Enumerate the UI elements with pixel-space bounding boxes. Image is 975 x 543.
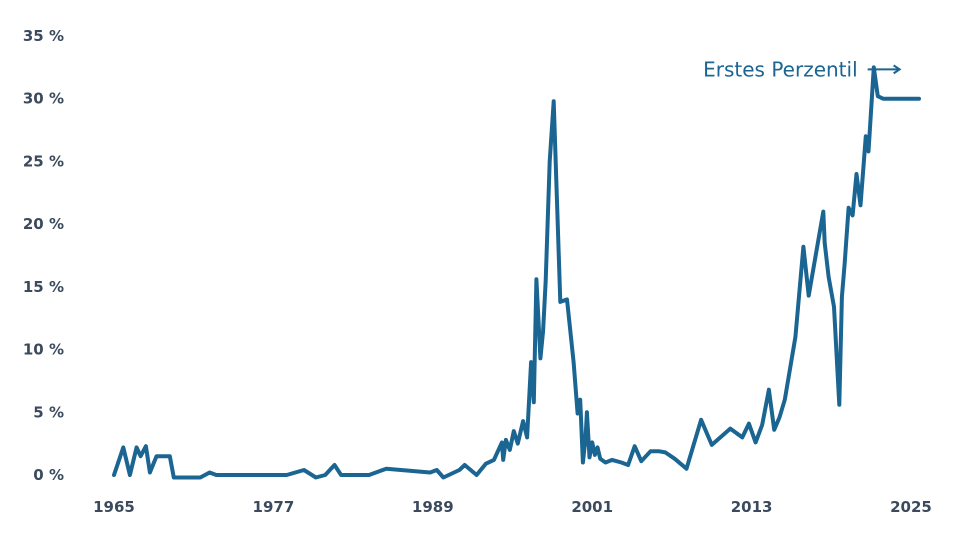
y-axis: 0 % 5 % 10 % 15 % 20 % 25 % 30 % 35 % [23,27,64,484]
x-tick-label: 1977 [253,498,295,516]
y-tick-label: 10 % [23,341,64,359]
y-tick-label: 35 % [23,27,64,45]
series-line [112,65,921,480]
y-tick-label: 20 % [23,215,64,233]
y-tick-label: 30 % [23,90,64,108]
x-axis: 1965 1977 1989 2001 2013 2025 [93,498,932,516]
x-tick-label: 1965 [93,498,135,516]
plot-area [112,65,921,480]
y-tick-label: 0 % [33,466,64,484]
x-tick-label: 1989 [412,498,454,516]
x-tick-label: 2001 [571,498,613,516]
y-tick-label: 15 % [23,278,64,296]
annotation: Erstes Perzentil [703,57,902,81]
y-tick-label: 25 % [23,152,64,170]
x-tick-label: 2025 [890,498,932,516]
annotation-label: Erstes Perzentil [703,57,858,81]
y-tick-label: 5 % [33,403,64,421]
annotation-arrow-head [893,64,902,75]
x-tick-label: 2013 [731,498,773,516]
